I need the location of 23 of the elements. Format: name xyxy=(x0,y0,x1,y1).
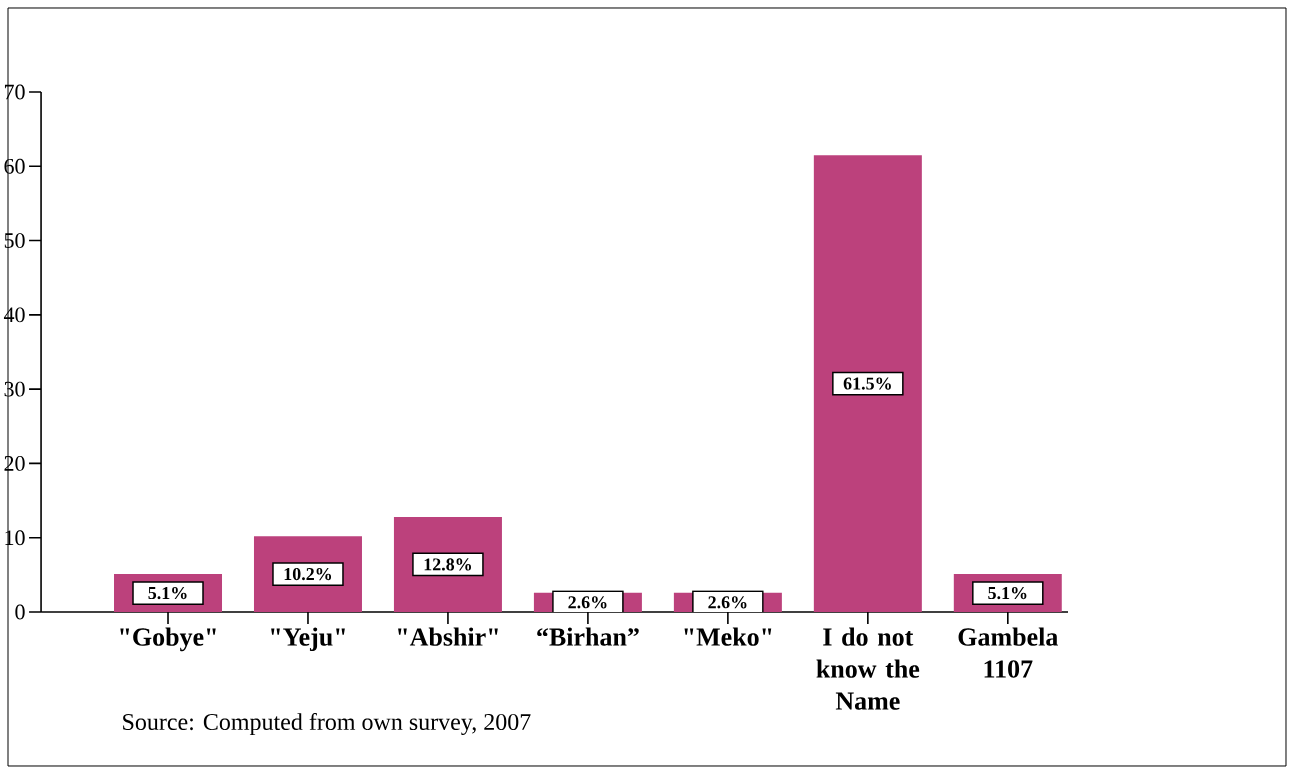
y-tick-label: 30 xyxy=(4,381,25,397)
data-label: 12.8% xyxy=(424,558,472,571)
x-tick-label: "Gobye" xyxy=(120,627,216,652)
data-label: 2.6% xyxy=(568,596,607,609)
data-label: 2.6% xyxy=(708,596,747,609)
y-tick-label: 0 xyxy=(15,604,25,620)
x-tick-label: I do not know the Name xyxy=(816,627,920,710)
y-tick-label: 50 xyxy=(4,233,25,248)
x-tick-label: Gambela 1107 xyxy=(958,627,1058,678)
data-label: 5.1% xyxy=(148,586,187,600)
x-tick-label: "Yeju" xyxy=(271,627,345,652)
x-tick-label: "Meko" xyxy=(684,627,772,646)
y-tick-label: 60 xyxy=(4,158,25,174)
x-tick-label: "Abshir" xyxy=(398,627,498,646)
x-tick-label: “Birhan” xyxy=(537,627,639,646)
y-tick-label: 40 xyxy=(3,307,25,323)
y-tick-label: 70 xyxy=(4,84,25,100)
source-note: Source: Computed from own survey, 2007 xyxy=(123,712,531,736)
data-label: 5.1% xyxy=(988,586,1027,600)
data-label: 61.5% xyxy=(843,377,891,390)
y-tick-label: 20 xyxy=(4,456,25,471)
data-label: 10.2% xyxy=(284,567,332,581)
y-tick-label: 10 xyxy=(5,530,25,546)
